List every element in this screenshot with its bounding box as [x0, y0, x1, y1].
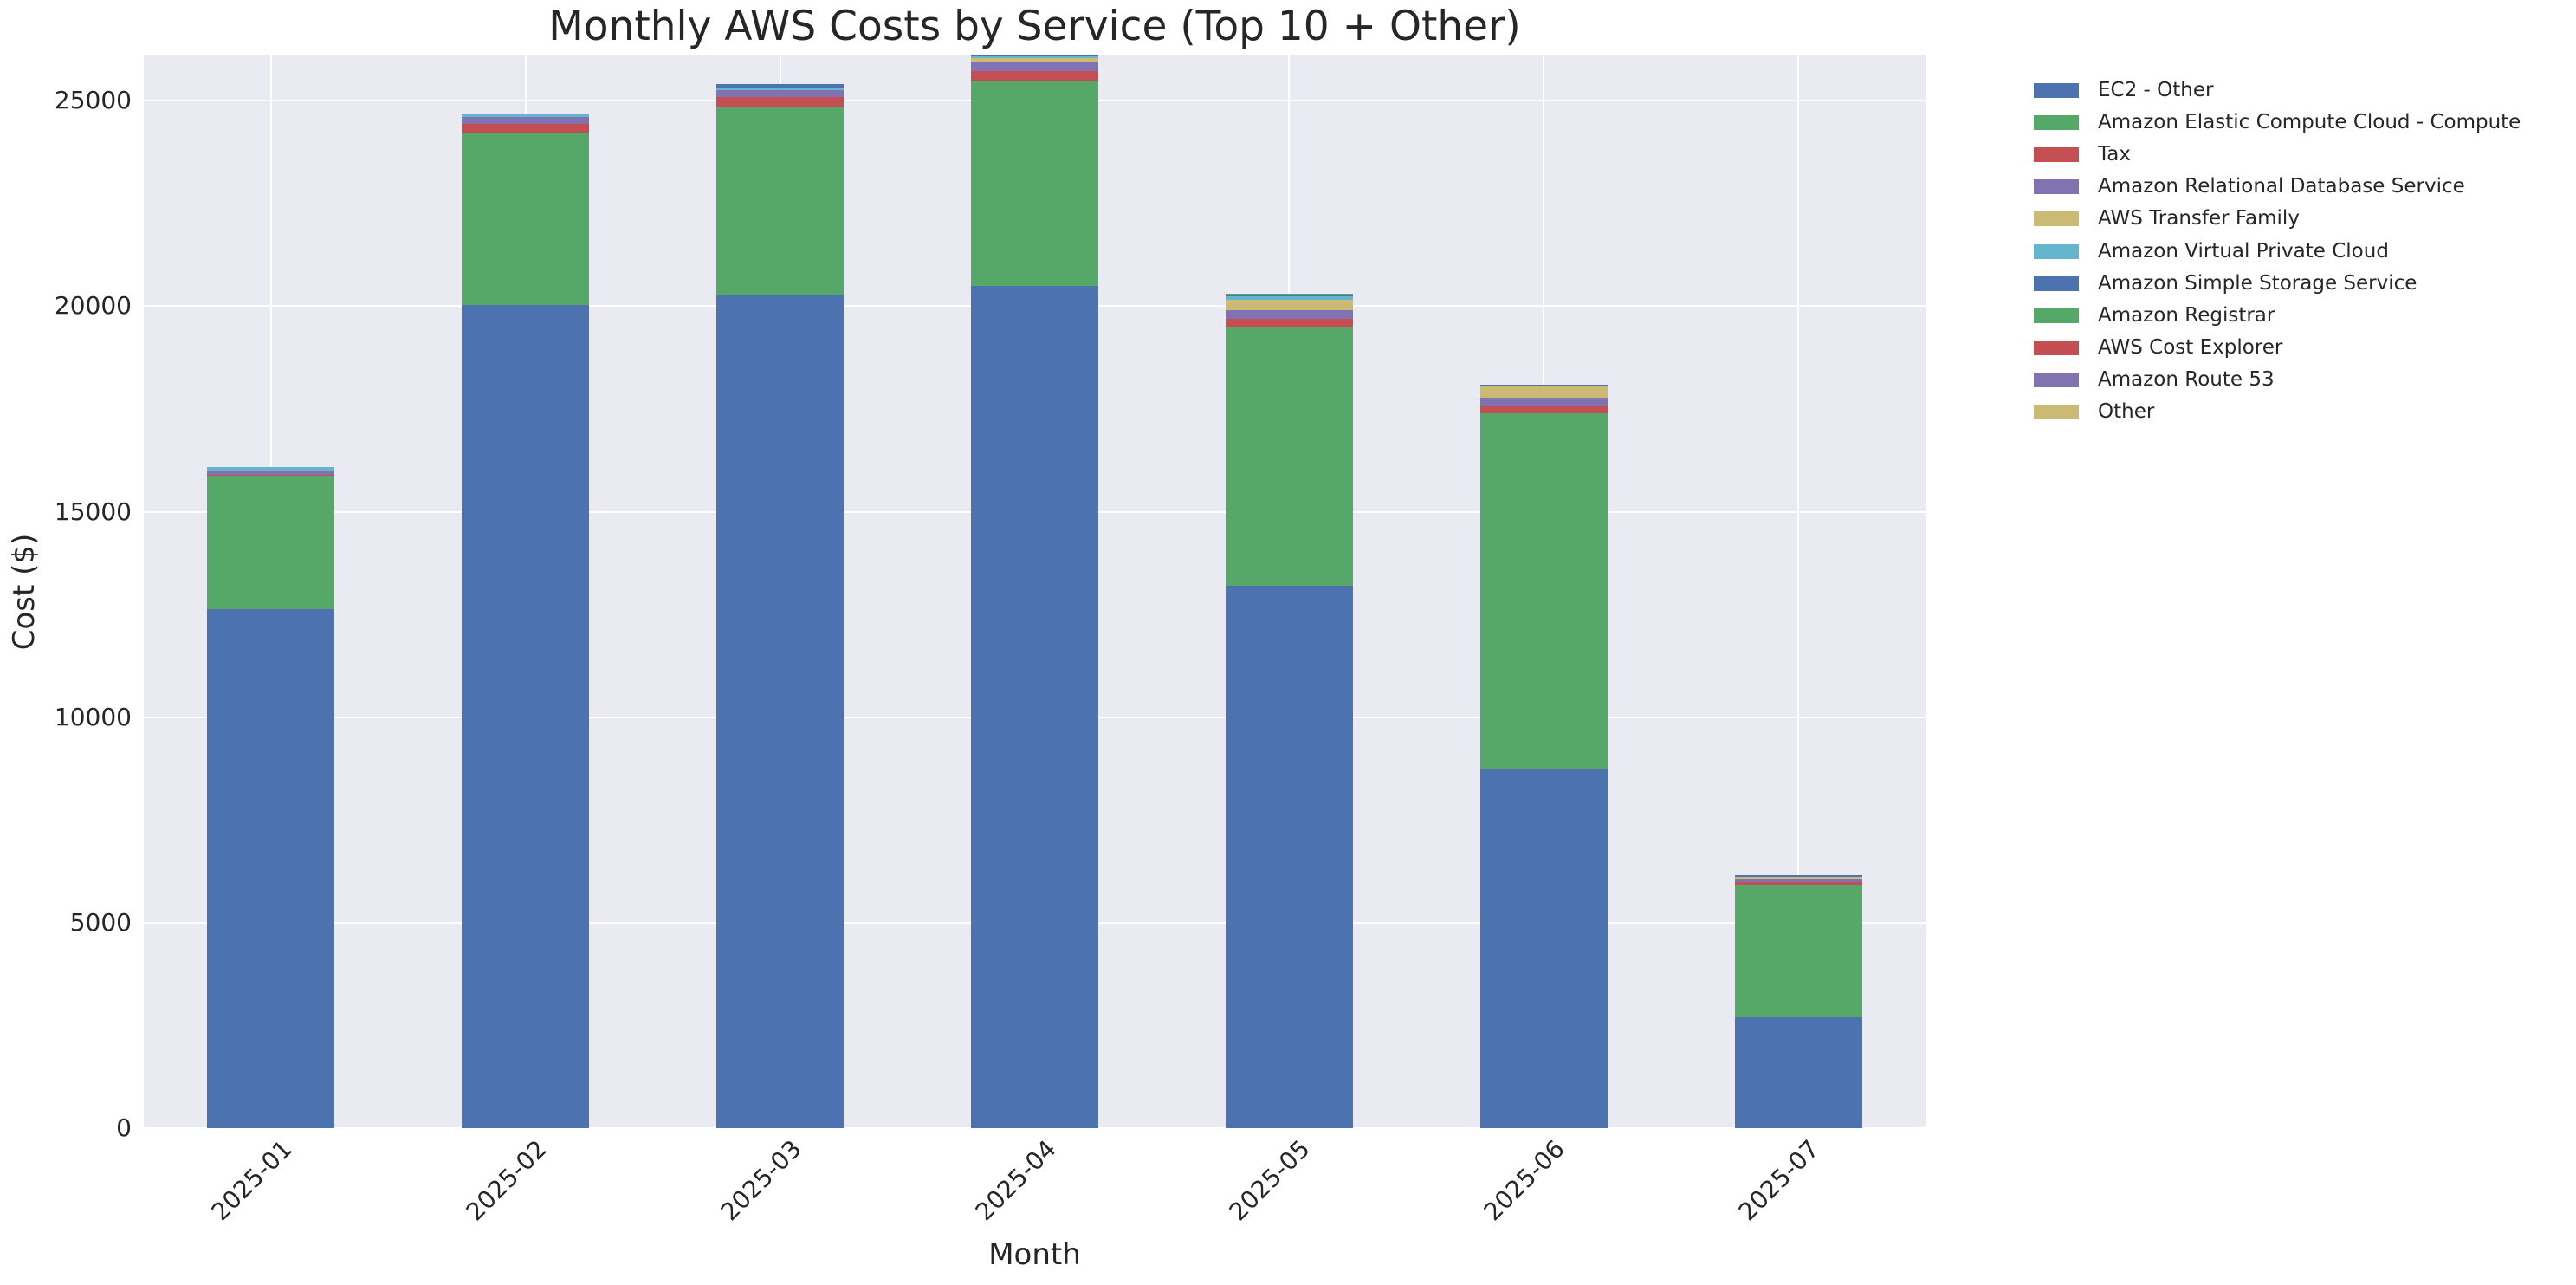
bar-segment: [1479, 386, 1608, 399]
y-axis-tick-labels: 0 5000 10000 15000 20000 25000: [0, 0, 132, 1285]
bar-segment: [207, 608, 335, 1128]
bar-segment: [1225, 319, 1353, 328]
bar-segment: [1479, 768, 1608, 1128]
legend-item: AWS Cost Explorer: [2034, 336, 2282, 360]
legend-swatch: [2034, 115, 2079, 131]
legend-item: Other: [2034, 400, 2154, 424]
x-tick-label: 2025-03: [715, 1134, 807, 1227]
bar-segment: [716, 107, 845, 295]
bar-segment: [1734, 884, 1862, 1018]
legend-label: Amazon Relational Database Service: [2098, 175, 2465, 198]
legend-label: AWS Cost Explorer: [2098, 335, 2283, 359]
bar-segment: [971, 62, 1098, 71]
y-tick-label: 0: [116, 1113, 132, 1142]
legend-item: Amazon Relational Database Service: [2034, 175, 2465, 198]
bar-segment: [716, 97, 845, 107]
legend-label: Amazon Simple Storage Service: [2098, 271, 2417, 295]
x-tick-label: 2025-04: [969, 1134, 1062, 1227]
legend-swatch: [2034, 147, 2079, 163]
legend-swatch: [2034, 405, 2079, 419]
legend-item: Amazon Registrar: [2034, 304, 2275, 328]
legend-label: Other: [2098, 400, 2155, 423]
bar-segment: [716, 295, 845, 1128]
legend-label: EC2 - Other: [2098, 79, 2214, 101]
bar-segment: [1734, 879, 1862, 882]
bar-segment: [1734, 877, 1862, 880]
x-tick-label: 2025-07: [1732, 1134, 1825, 1227]
bar-segment: [716, 89, 845, 98]
x-tick-label: 2025-06: [1478, 1134, 1570, 1227]
bar-segment: [1225, 327, 1353, 586]
x-tick-label: 2025-05: [1223, 1134, 1316, 1227]
y-tick-label: 25000: [54, 86, 132, 115]
bar-segment: [971, 57, 1098, 62]
bar-segment: [971, 286, 1098, 1128]
bar-segment: [1225, 295, 1353, 296]
bar-segment: [971, 70, 1098, 81]
legend-item: Amazon Virtual Private Cloud: [2034, 240, 2389, 263]
y-tick-label: 15000: [54, 496, 132, 526]
bar-segment: [462, 114, 590, 117]
bar-segment: [1479, 405, 1608, 414]
legend-item: Amazon Route 53: [2034, 368, 2275, 392]
x-tick-label: 2025-02: [460, 1134, 553, 1227]
gridline-vertical: [1797, 55, 1800, 1128]
legend-swatch: [2034, 83, 2079, 98]
legend-label: Tax: [2098, 143, 2131, 166]
bar-segment: [1479, 398, 1608, 406]
bar-segment: [462, 124, 590, 133]
bar-segment: [207, 471, 335, 475]
y-tick-label: 5000: [69, 907, 132, 937]
legend-label: AWS Transfer Family: [2098, 207, 2300, 230]
legend-item: Amazon Elastic Compute Cloud - Compute: [2034, 111, 2521, 134]
legend-item: Amazon Simple Storage Service: [2034, 272, 2417, 295]
legend-label: Amazon Route 53: [2098, 367, 2275, 391]
plot-area: [144, 55, 1926, 1128]
bar-segment: [1225, 299, 1353, 310]
bar-segment: [1479, 384, 1608, 387]
bar-segment: [1479, 413, 1608, 769]
bar-segment: [1225, 295, 1353, 300]
legend-swatch: [2034, 372, 2079, 387]
legend-item: Tax: [2034, 143, 2131, 166]
bar-segment: [971, 56, 1098, 58]
bar-segment: [1734, 1017, 1862, 1128]
bar-segment: [971, 55, 1098, 57]
bar-segment: [462, 116, 590, 125]
bar-segment: [1225, 309, 1353, 320]
bar-segment: [716, 83, 845, 88]
x-tick-label: 2025-01: [205, 1134, 298, 1227]
bar-segment: [1734, 881, 1862, 885]
bar-segment: [207, 474, 335, 477]
bar-segment: [207, 467, 335, 471]
bar-segment: [462, 133, 590, 306]
y-tick-label: 20000: [54, 291, 132, 321]
bar-segment: [971, 80, 1098, 287]
bar-segment: [462, 305, 590, 1128]
bar-segment: [1225, 293, 1353, 295]
legend-item: EC2 - Other: [2034, 79, 2213, 102]
x-axis-label: Month: [988, 1237, 1081, 1272]
bar-segment: [207, 476, 335, 609]
bar-segment: [1225, 585, 1353, 1128]
bar-segment: [1734, 875, 1862, 878]
legend-swatch: [2034, 308, 2079, 323]
legend-label: Amazon Virtual Private Cloud: [2098, 239, 2389, 263]
legend-swatch: [2034, 179, 2079, 195]
legend-label: Amazon Elastic Compute Cloud - Compute: [2098, 111, 2521, 134]
legend-item: AWS Transfer Family: [2034, 207, 2300, 230]
legend-swatch: [2034, 211, 2079, 227]
bar-segment: [716, 88, 845, 90]
y-tick-label: 10000: [54, 702, 132, 731]
legend-swatch: [2034, 243, 2079, 259]
y-axis-label: Cost ($): [7, 533, 42, 651]
legend-swatch: [2034, 340, 2079, 355]
legend-label: Amazon Registrar: [2098, 303, 2275, 327]
chart-title: Monthly AWS Costs by Service (Top 10 + O…: [548, 3, 1521, 50]
legend-swatch: [2034, 276, 2079, 291]
